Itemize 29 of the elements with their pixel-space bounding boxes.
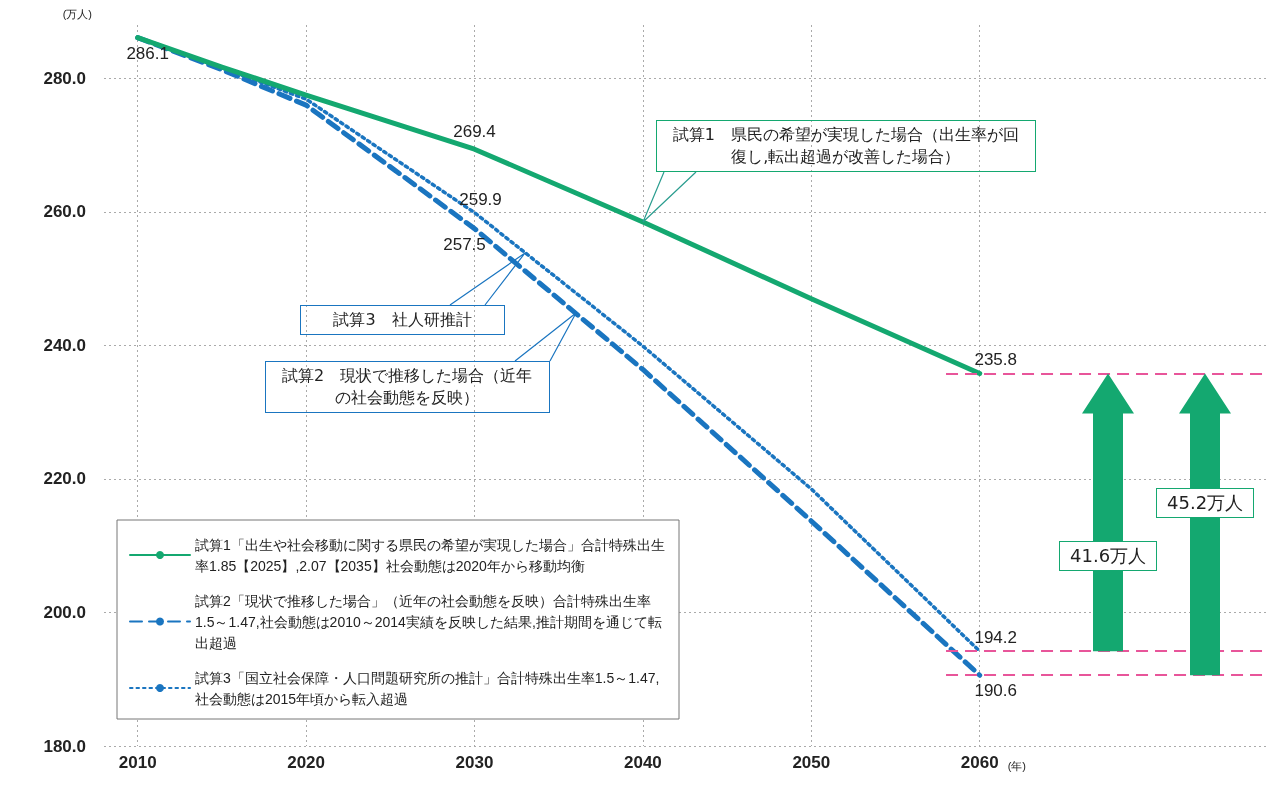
- y-tick-label: 240.0: [43, 335, 86, 355]
- y-tick-label: 180.0: [43, 736, 86, 756]
- data-label: 190.6: [974, 681, 1017, 701]
- annotation: 45.2万人: [1156, 488, 1255, 518]
- x-tick-label: 2030: [455, 753, 494, 772]
- data-label: 257.5: [443, 234, 486, 254]
- y-tick-label: 260.0: [43, 202, 86, 222]
- x-tick-label: 2010: [118, 753, 157, 772]
- annotation: 41.6万人: [1059, 541, 1158, 571]
- y-tick-label: 220.0: [43, 469, 86, 489]
- legend-label: 試算2「現状で推移した場合」（近年の社会動態を反映）合計特殊出生率1.5～1.47,社会動態は2010～2014実績を反映した結果,推計期間を通じて転出超過: [195, 592, 662, 651]
- x-axis-title: (年): [1007, 759, 1027, 772]
- x-tick-label: 2040: [623, 753, 662, 772]
- annotation: 試算3 社人研推計: [300, 304, 505, 335]
- y-axis-title: (万人): [62, 7, 92, 20]
- y-tick-label: 200.0: [43, 602, 86, 622]
- annotation: 試算1 県民の希望が実現した場合（出生率が回復し,転出超過が改善した場合）: [655, 119, 1036, 172]
- legend-label: 試算1「出生や社会移動に関する県民の希望が実現した場合」合計特殊出生率1.85【2025】,2.07【2035】社会動態は2020年から移動均衡: [195, 536, 665, 574]
- data-label: 194.2: [974, 628, 1017, 648]
- data-label: 269.4: [453, 122, 496, 142]
- legend-label: 試算3「国立社会保障・人口問題研究所の推計」合計特殊出生率1.5～1.47,社会動態は2015年頃から転入超過: [195, 669, 660, 707]
- x-tick-label: 2050: [792, 753, 831, 772]
- y-tick-label: 280.0: [43, 68, 86, 88]
- x-tick-label: 2060: [960, 753, 999, 772]
- x-tick-label: 2020: [287, 753, 325, 772]
- data-label: 259.9: [459, 189, 502, 209]
- data-label: 235.8: [974, 350, 1017, 370]
- annotation: 試算2 現状で推移した場合（近年の社会動態を反映）: [264, 361, 550, 414]
- data-label: 286.1: [126, 43, 169, 63]
